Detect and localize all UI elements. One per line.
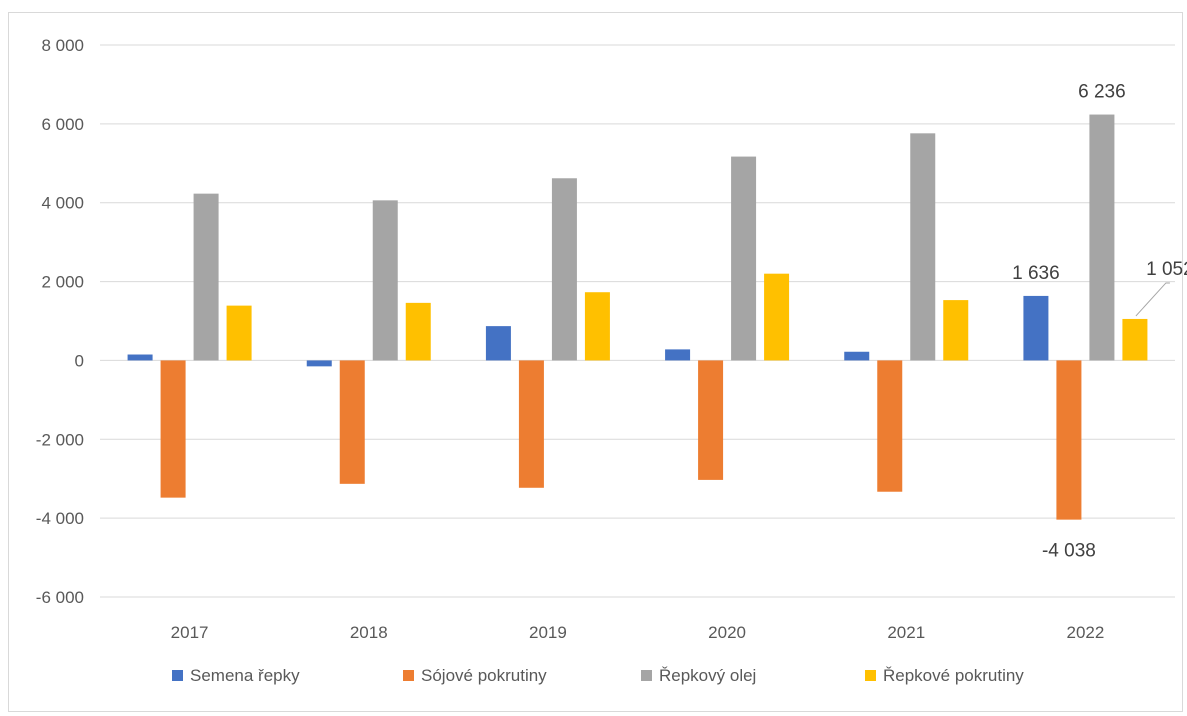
bar	[193, 193, 219, 361]
y-tick-label: 4 000	[41, 194, 84, 213]
x-tick-label: 2017	[171, 623, 209, 642]
bar	[1056, 360, 1082, 520]
chart-frame	[8, 12, 1183, 712]
bar	[226, 305, 252, 361]
bar	[1089, 114, 1115, 361]
y-tick-label: 6 000	[41, 115, 84, 134]
bar	[844, 351, 870, 361]
data-label-leader-line	[1135, 282, 1170, 317]
legend-swatch	[641, 670, 652, 681]
x-tick-label: 2022	[1067, 623, 1105, 642]
x-tick-label: 2020	[708, 623, 746, 642]
legend-label: Sójové pokrutiny	[421, 666, 547, 685]
data-label: 1 052	[1146, 259, 1187, 280]
y-tick-label: -6 000	[36, 588, 84, 607]
bar	[518, 360, 544, 488]
bar	[877, 360, 903, 492]
bar	[127, 354, 153, 361]
bar	[485, 326, 511, 361]
y-tick-label: -2 000	[36, 430, 84, 449]
bar	[698, 360, 724, 480]
y-tick-label: 0	[75, 351, 84, 370]
data-label: 6 236	[1078, 82, 1126, 103]
bar	[405, 302, 431, 361]
legend-label: Semena řepky	[190, 666, 300, 685]
bar	[551, 178, 577, 361]
bar	[1122, 318, 1148, 361]
bar	[306, 360, 332, 367]
bar	[910, 133, 936, 361]
x-tick-label: 2018	[350, 623, 388, 642]
bar	[584, 292, 610, 361]
x-tick-label: 2021	[887, 623, 925, 642]
legend-swatch	[172, 670, 183, 681]
bar	[339, 360, 365, 484]
legend-swatch	[403, 670, 414, 681]
data-label: -4 038	[1042, 541, 1096, 562]
bar	[1023, 295, 1049, 361]
bar	[372, 200, 398, 361]
bar	[764, 273, 790, 361]
data-label: 1 636	[1012, 263, 1060, 284]
bar	[665, 349, 691, 361]
x-tick-label: 2019	[529, 623, 567, 642]
y-tick-label: 2 000	[41, 273, 84, 292]
bar	[160, 360, 186, 498]
legend-swatch	[865, 670, 876, 681]
bar	[731, 156, 757, 361]
legend-label: Řepkový olej	[659, 666, 756, 685]
legend-label: Řepkové pokrutiny	[883, 666, 1024, 685]
y-tick-label: -4 000	[36, 509, 84, 528]
bar	[943, 300, 969, 361]
y-tick-label: 8 000	[41, 36, 84, 55]
